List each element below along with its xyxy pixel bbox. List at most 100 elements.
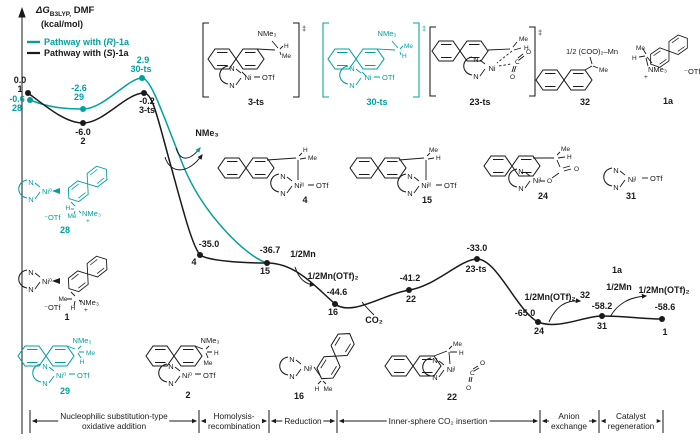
otf-anion: ⁻OTf (44, 303, 61, 312)
me-group: Me (404, 43, 413, 50)
stage-line2: recombination (207, 420, 261, 431)
structure-2: NMe₃ H Me OTf (145, 336, 220, 389)
otf-group: OTf (650, 174, 663, 183)
species-32-annotation: 32 (579, 290, 591, 300)
nme3-group: NMe₃ (201, 336, 220, 345)
nme3-group: NMe₃ (82, 209, 101, 218)
stage-label-reduction: Reduction (282, 416, 324, 427)
h-atom: H (459, 350, 464, 357)
me-group: Me (519, 36, 528, 43)
bonds (533, 151, 572, 182)
otf-group: OTf (77, 371, 90, 380)
plus-charge: + (86, 218, 90, 225)
species-label: 30-ts (130, 64, 152, 74)
mn-exchange-arrow (294, 266, 316, 287)
me-group: Me (561, 146, 570, 153)
y-axis-title: ΔGB3LYP, DMF (36, 5, 94, 18)
legend-text: Pathway with ( (44, 37, 107, 47)
h-atom: H (66, 205, 71, 212)
otf-group: OTf (262, 73, 275, 82)
structure-caption: 2 (185, 390, 191, 400)
structure-1: Me H NMe₃ + ⁻OTf (18, 252, 113, 314)
nme3-annotation: NMe₃ (195, 128, 219, 138)
species-label: 1 (662, 327, 668, 337)
structure-3-ts: ‡ NMe₃ H Me OTf (202, 22, 306, 98)
oxygen-atom: O (466, 385, 471, 392)
event-arrows (164, 147, 648, 323)
legend-s-italic: S (106, 48, 113, 58)
data-points-teal (27, 75, 145, 112)
h-atom: H (284, 43, 289, 50)
bonds (433, 345, 480, 383)
bonds (398, 152, 442, 186)
stage-label-homolysis: Homolysis- recombination (205, 411, 263, 431)
y-axis (18, 7, 26, 434)
energy-value: -58.2 (591, 301, 613, 311)
oxygen-atom: O (547, 178, 552, 185)
h-atom: H (632, 55, 637, 62)
legend-text: Pathway with ( (44, 48, 107, 58)
energy-value: -58.6 (654, 302, 676, 312)
species-label: 4 (191, 257, 197, 267)
stage-label-anion-exchange: Anion exchange (549, 411, 589, 431)
structure-caption: 28 (59, 225, 71, 235)
legend-text: )-1a (112, 48, 129, 58)
dagger-symbol: ‡ (538, 28, 542, 37)
eta-coordination-arrow (52, 188, 60, 194)
me-group: Me (203, 360, 212, 367)
data-points-black (25, 90, 665, 325)
oxygen-atom: O (510, 74, 515, 81)
me-group: Me (453, 341, 462, 348)
h-atom: H (567, 154, 572, 161)
me-group: Me (282, 53, 291, 60)
oxygen-atom: O (480, 360, 485, 367)
legend-r-italic: R (106, 37, 114, 47)
stage-line1: Inner-sphere CO₂ insertion (388, 416, 488, 426)
half-mn-otf2-annotation: 1/2Mn(OTf)₂ (307, 271, 359, 281)
plus-charge: + (644, 74, 648, 81)
structure-caption: 31 (625, 191, 637, 201)
otf-group: OTf (444, 181, 457, 190)
dagger-symbol: ‡ (422, 24, 426, 33)
energy-value: -35.0 (198, 239, 220, 249)
structure-caption: 22 (446, 392, 458, 402)
otf-anion: ⁻OTf (684, 67, 700, 76)
bonds (66, 345, 84, 375)
me-group: Me (323, 386, 332, 393)
nme3-release-arrow-teal (175, 147, 201, 159)
oxygen-atom: O (574, 166, 579, 173)
stage-line1: Reduction (284, 416, 322, 426)
energy-value: -6.0 (75, 127, 91, 137)
structure-28: H Me NMe₃ + ⁻OTf (18, 162, 113, 225)
eta-coordination-arrow (52, 278, 60, 284)
structure-caption: 16 (293, 391, 305, 401)
half-mn-annotation: 1/2Mn (606, 282, 632, 292)
h-atom: H (303, 147, 308, 154)
bonds (70, 201, 82, 215)
stage-line1: Catalyst (616, 411, 646, 421)
nme3-release-arrow-black (164, 154, 203, 171)
method-subscript: B3LYP, (49, 10, 72, 18)
me-group: Me (599, 67, 608, 74)
half-mn-annotation: 1/2Mn (290, 249, 316, 259)
co2-connector (361, 301, 375, 316)
y-axis-arrowhead (18, 7, 26, 18)
nme3-group: NMe₃ (258, 29, 277, 38)
stage-line1: Nucleophilic substitution-type (60, 411, 168, 421)
me-group: Me (67, 213, 76, 220)
nme3-group: NMe₃ (73, 336, 92, 345)
stage-line1: Homolysis- (213, 411, 255, 421)
h-atom: H (315, 386, 320, 393)
mn-carboxylate-group: 1/2 (COO)₂–Mn (566, 47, 618, 56)
structure-caption: 32 (579, 97, 591, 107)
species-label: 15 (259, 266, 271, 276)
me-group: Me (308, 155, 317, 162)
energy-value: -0.6 (9, 94, 25, 104)
energy-value: -44.6 (326, 287, 348, 297)
me-group: Me (636, 45, 645, 52)
stage-line2: exchange (551, 420, 587, 431)
stage-label-oxidative-addition: Nucleophilic substitution-type oxidative… (58, 411, 170, 431)
me-group: Me (429, 147, 438, 154)
